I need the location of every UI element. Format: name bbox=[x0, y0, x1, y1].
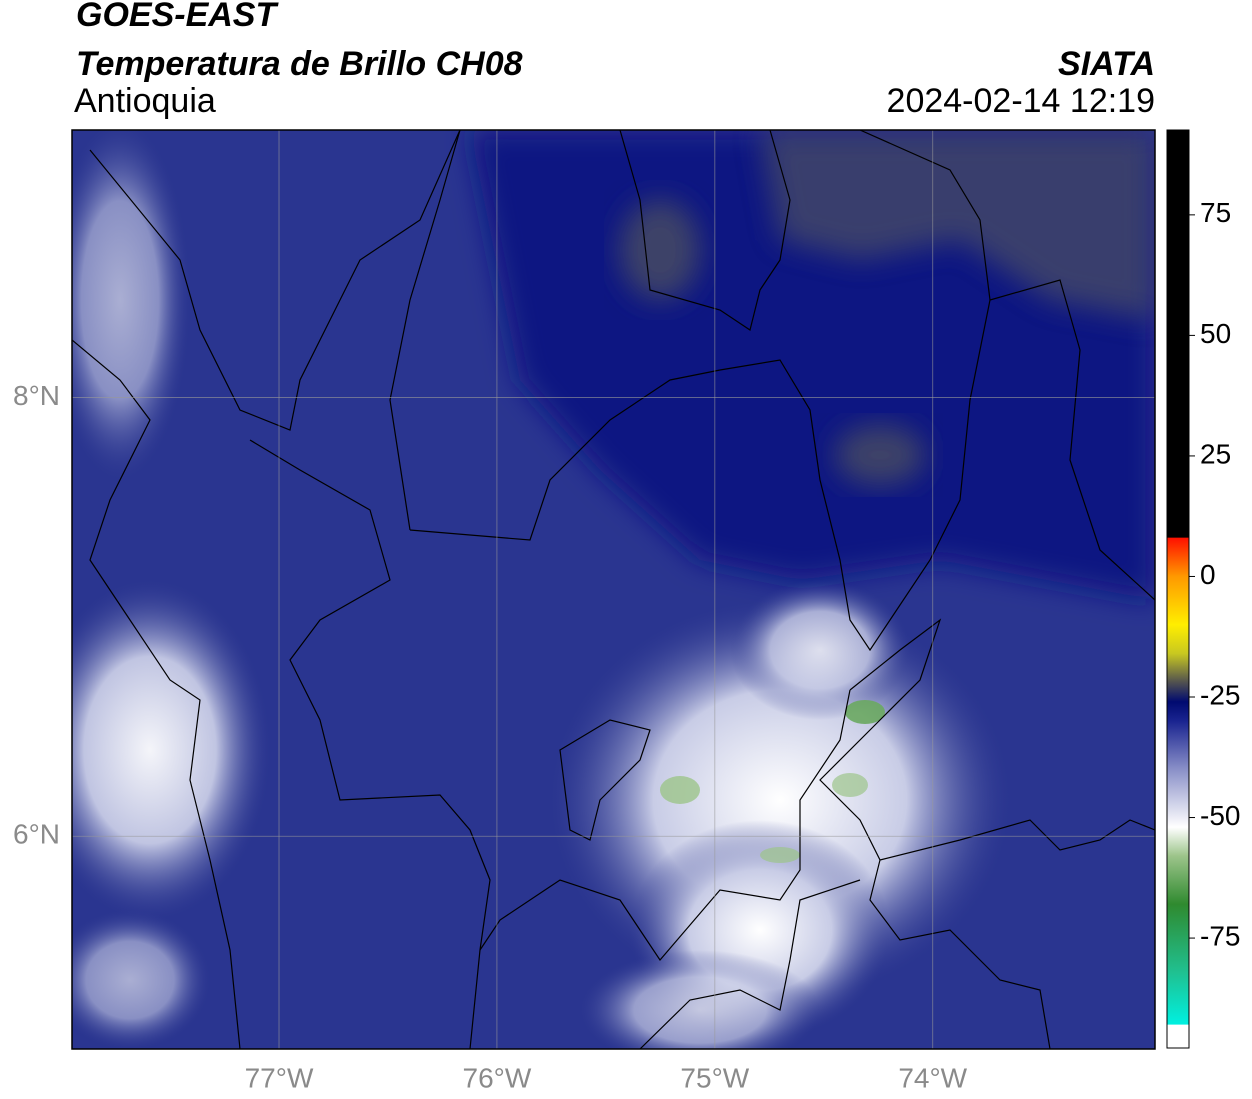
colorbar-tick-label: -50 bbox=[1200, 800, 1240, 831]
colorbar-tick-label: 25 bbox=[1200, 438, 1231, 469]
lon-tick-label: 74°W bbox=[898, 1062, 967, 1093]
graticule bbox=[72, 130, 1155, 1049]
lat-tick-label: 6°N bbox=[13, 819, 60, 850]
datetime-label: 2024-02-14 12:19 bbox=[887, 82, 1155, 120]
colorbar-tick-label: -75 bbox=[1200, 920, 1240, 951]
colorbar bbox=[1166, 129, 1190, 1049]
map-image bbox=[72, 130, 1155, 1049]
colorbar-tick-label: 0 bbox=[1200, 559, 1216, 590]
map-frame bbox=[71, 129, 1156, 1050]
lon-tick-label: 75°W bbox=[680, 1062, 749, 1093]
colorbar-tick-label: 75 bbox=[1200, 197, 1231, 228]
region-label: Antioquia bbox=[74, 82, 216, 120]
lon-tick-label: 77°W bbox=[245, 1062, 314, 1093]
lat-tick-label: 8°N bbox=[13, 380, 60, 411]
lon-tick-label: 76°W bbox=[463, 1062, 532, 1093]
source-label: SIATA bbox=[1058, 45, 1155, 83]
colorbar-tick-label: -25 bbox=[1200, 679, 1240, 710]
product-title: Temperatura de Brillo CH08 bbox=[76, 45, 523, 83]
satellite-title: GOES-EAST bbox=[76, 0, 279, 34]
borders bbox=[72, 130, 1155, 1049]
colorbar-tick-label: 50 bbox=[1200, 318, 1231, 349]
